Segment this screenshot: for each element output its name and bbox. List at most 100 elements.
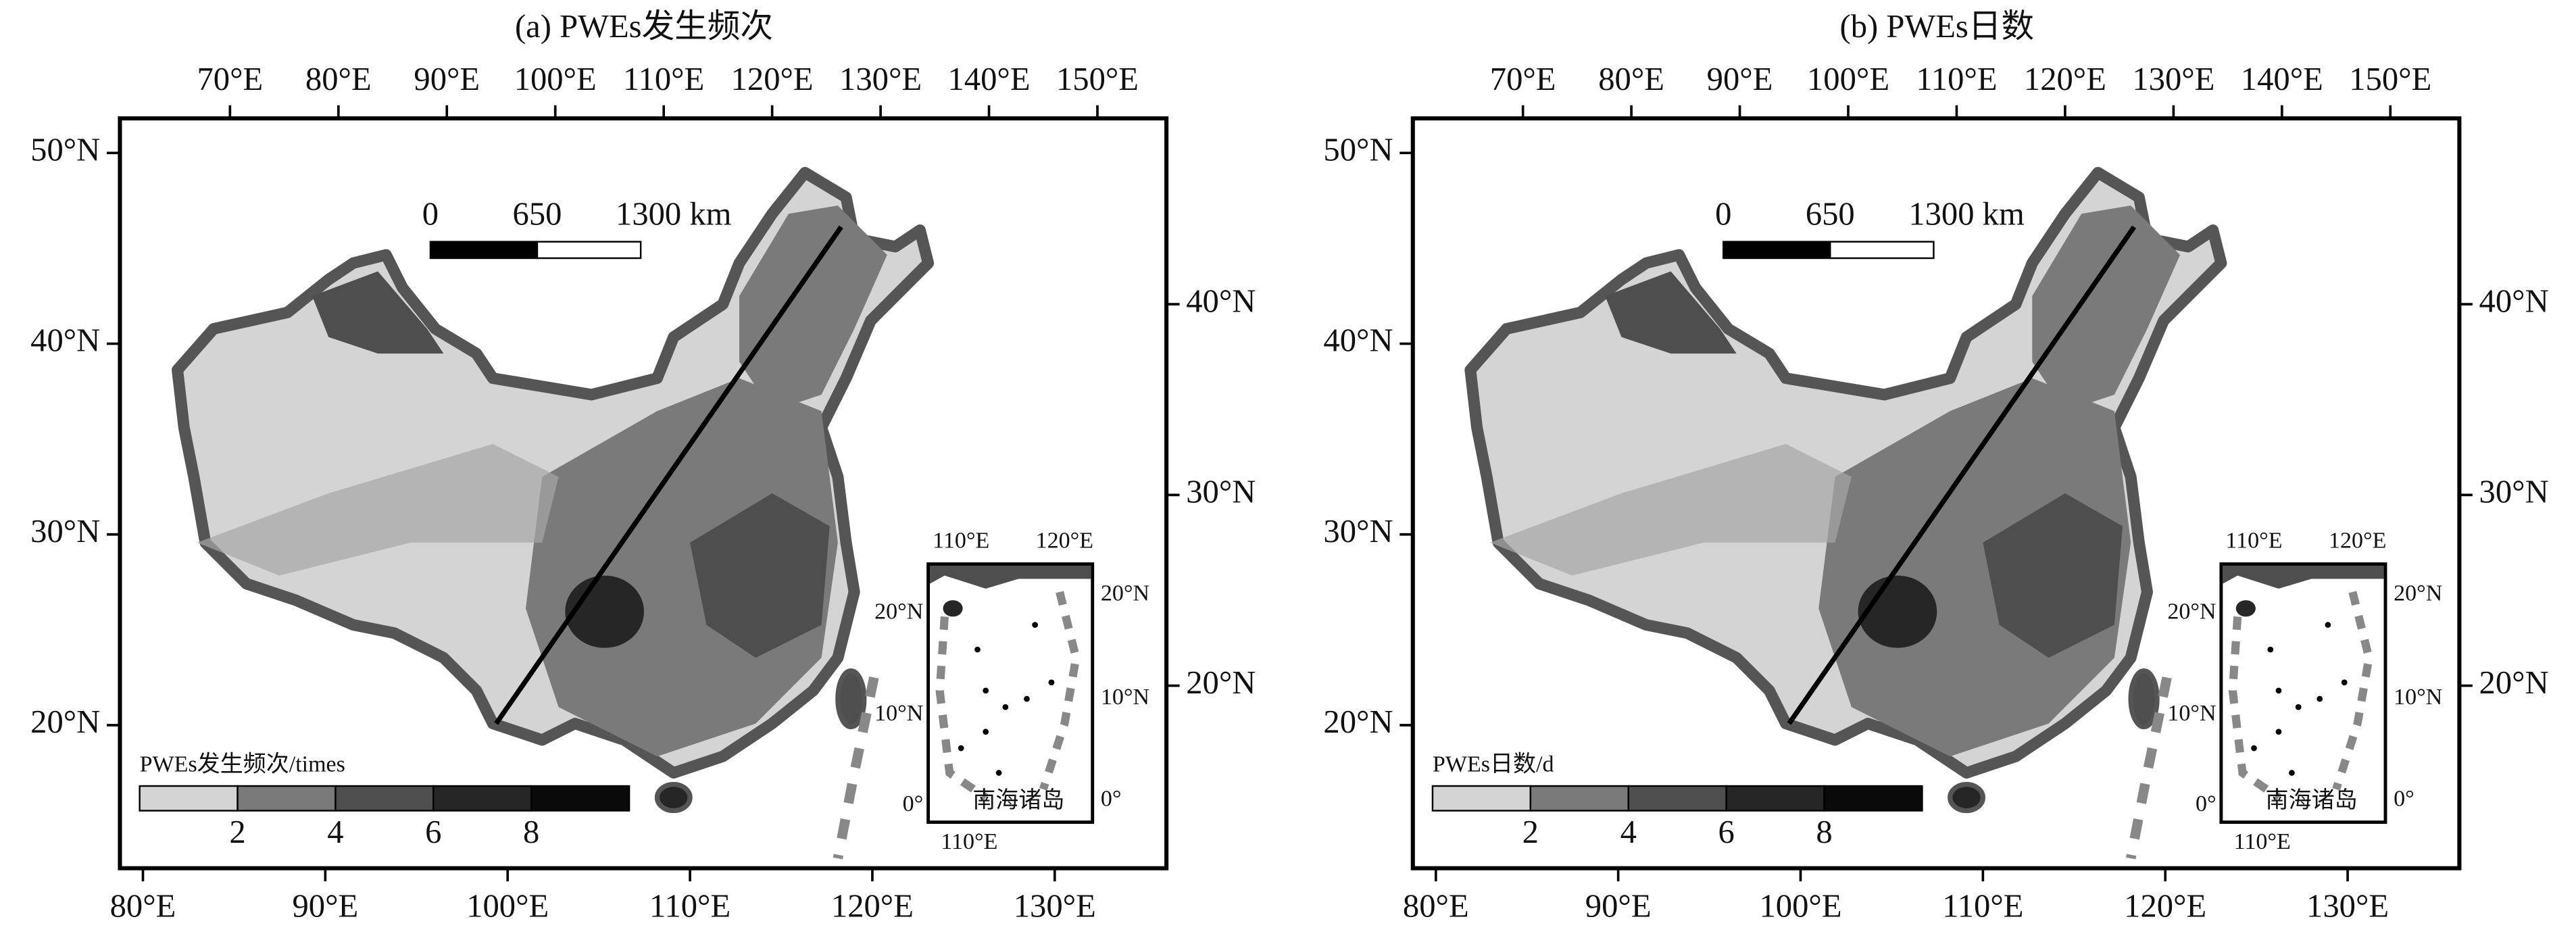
shade-band — [1490, 443, 1852, 576]
top-longitude-label: 110°E — [1916, 61, 1997, 97]
shade-west — [312, 271, 444, 354]
top-longitude-label: 130°E — [839, 61, 922, 97]
hainan — [654, 781, 693, 814]
legend-swatch — [1725, 785, 1825, 812]
inset-island — [983, 687, 989, 694]
bottom-longitude-label: 120°E — [2124, 888, 2206, 925]
left-latitude-label: 30°N — [30, 513, 100, 549]
bottom-longitude-label: 80°E — [110, 888, 176, 925]
inset-left-latitude: 10°N — [2167, 701, 2216, 726]
scale-bar-label: 1300 km — [616, 195, 732, 232]
nine-dash-line — [2126, 676, 2172, 860]
inset-hainan — [943, 600, 963, 617]
legend-tick-label: 4 — [1620, 814, 1637, 850]
legend-swatch — [1431, 785, 1532, 812]
legend-swatch — [335, 785, 435, 812]
map-panel: (b) PWEs日数 70°E 80°E 90°E 100°E 110°E 120°E 130… — [1323, 8, 2548, 925]
legend-swatch — [1627, 785, 1727, 812]
inset-left-latitude: 0° — [903, 791, 924, 816]
left-latitude-label: 50°N — [30, 131, 100, 168]
top-longitude-label: 100°E — [514, 61, 597, 97]
map-panel: (a) PWEs发生频次 70°E 80°E 90°E 100°E 110°E 120°E 1… — [30, 8, 1256, 925]
inset-right-latitude: 20°N — [1101, 581, 1149, 606]
shade-mid — [525, 378, 838, 757]
inset-top-longitude: 110°E — [933, 529, 989, 554]
top-longitude-label: 100°E — [1807, 61, 1889, 97]
legend-swatch — [1823, 785, 1923, 812]
shade-sichuan — [565, 575, 644, 648]
inset-right-latitude: 0° — [1101, 787, 1122, 812]
inset-island — [1048, 679, 1055, 686]
legend-tick-label: 8 — [1816, 814, 1832, 850]
shade-west — [1605, 271, 1737, 354]
legend-tick-label: 4 — [327, 814, 343, 850]
scale-bar-white — [1829, 241, 1935, 260]
legend-title: PWEs发生频次/times — [140, 752, 345, 777]
shade-dark — [690, 493, 830, 658]
top-longitude-label: 140°E — [948, 61, 1031, 97]
top-longitude-label: 90°E — [1707, 61, 1773, 97]
left-latitude-label: 50°N — [1323, 131, 1393, 168]
inset-right-latitude: 20°N — [2394, 581, 2442, 606]
scale-bar-black — [1723, 241, 1831, 260]
transect-line — [1787, 225, 2137, 725]
legend-tick-label: 6 — [425, 814, 441, 850]
inset-island — [2341, 679, 2348, 686]
inset-island — [2317, 695, 2323, 702]
inset-island — [995, 770, 1002, 776]
inset-island — [2325, 622, 2331, 628]
top-longitude-label: 120°E — [731, 61, 814, 97]
legend-tick-label: 6 — [1718, 814, 1734, 850]
panel-title: (a) PWEs发生频次 — [515, 8, 773, 45]
top-longitude-label: 80°E — [305, 61, 372, 97]
top-longitude-label: 150°E — [2349, 61, 2431, 97]
top-longitude-label: 140°E — [2241, 61, 2323, 97]
left-latitude-label: 40°N — [30, 322, 100, 359]
bottom-longitude-label: 130°E — [1014, 888, 1096, 925]
scale-bar-label: 1300 km — [1908, 195, 2025, 232]
shade-north — [739, 205, 887, 412]
inset-island — [983, 729, 989, 735]
shade-dark — [1983, 493, 2123, 658]
bottom-longitude-label: 120°E — [831, 888, 914, 925]
legend-tick-label: 2 — [1522, 814, 1539, 850]
scale-bar-black — [429, 241, 539, 260]
legend-swatch — [530, 785, 630, 812]
hainan — [1948, 781, 1986, 814]
right-latitude-label: 40°N — [1186, 282, 1256, 319]
inset-top-longitude: 120°E — [2329, 529, 2386, 554]
bottom-longitude-label: 110°E — [1942, 888, 2023, 925]
left-latitude-label: 30°N — [1323, 513, 1393, 549]
scale-bar-label: 0 — [422, 195, 439, 232]
scale-bar-white — [536, 241, 642, 260]
scale-bar-label: 650 — [1806, 195, 1855, 232]
inset-island — [2295, 704, 2302, 710]
inset-island — [958, 745, 964, 752]
legend-swatch — [139, 785, 239, 812]
legend-tick-label: 8 — [523, 814, 539, 850]
inset-dash-line — [2228, 591, 2373, 802]
inset-top-longitude: 110°E — [2225, 529, 2282, 554]
inset-island — [1024, 695, 1030, 702]
inset-island — [1032, 622, 1038, 628]
shade-sichuan — [1858, 575, 1937, 648]
inset-dash-line — [935, 591, 1081, 802]
top-longitude-label: 130°E — [2132, 61, 2214, 97]
legend-swatch — [432, 785, 532, 812]
inset-left-latitude: 20°N — [874, 599, 923, 624]
inset-left-latitude: 0° — [2196, 791, 2216, 816]
inset-island — [2267, 646, 2274, 653]
shade-mid — [1818, 378, 2131, 757]
right-latitude-label: 30°N — [2479, 474, 2549, 510]
legend-swatch — [1529, 785, 1629, 812]
right-latitude-label: 30°N — [1186, 474, 1256, 510]
inset-right-latitude: 0° — [2394, 787, 2414, 812]
taiwan — [2128, 668, 2160, 730]
panel-title: (b) PWEs日数 — [1840, 8, 2035, 45]
bottom-longitude-label: 100°E — [466, 888, 549, 925]
bottom-longitude-label: 100°E — [1759, 888, 1841, 925]
bottom-longitude-label: 110°E — [649, 888, 730, 925]
map-frame — [118, 116, 1169, 870]
